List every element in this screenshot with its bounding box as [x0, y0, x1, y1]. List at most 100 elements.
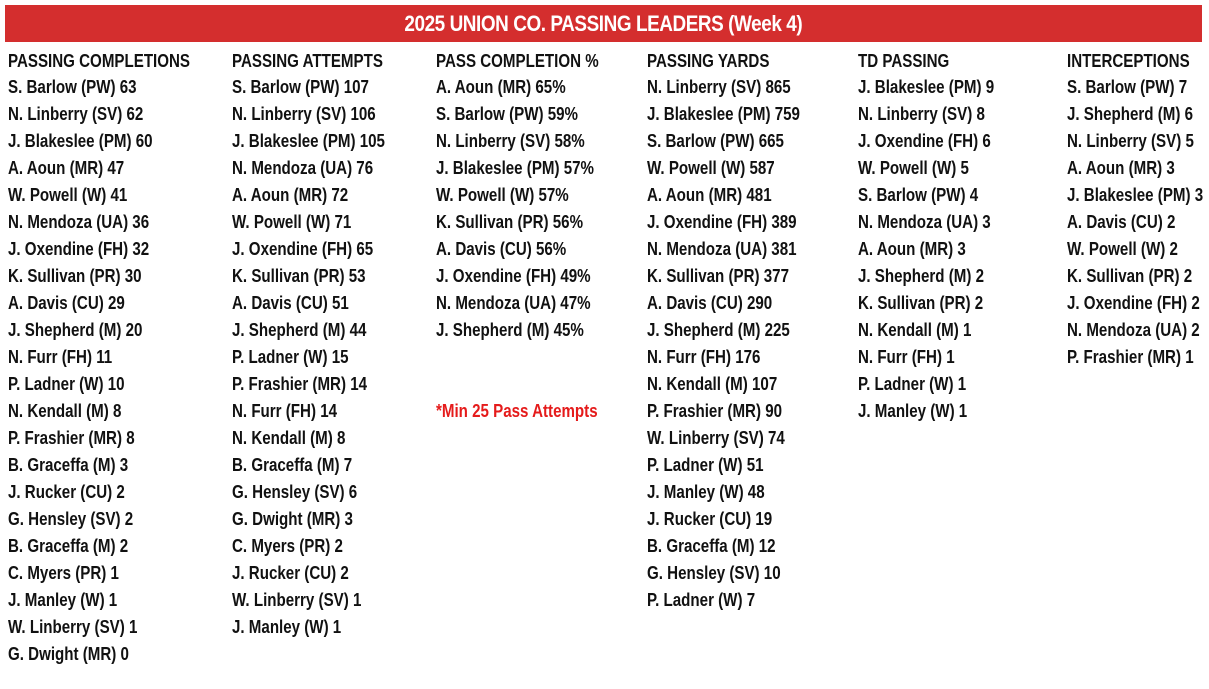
leader-entry: K. Sullivan (PR) 2: [1067, 266, 1193, 286]
leader-entry: W. Linberry (SV) 74: [647, 428, 785, 448]
leader-entry: J. Oxendine (FH) 65: [232, 239, 374, 259]
leader-entry: J. Shepherd (M) 44: [232, 320, 367, 340]
leader-entry: N. Furr (FH) 176: [647, 347, 761, 367]
leader-entry: A. Davis (CU) 51: [232, 293, 349, 313]
leader-entry: P. Ladner (W) 15: [232, 347, 349, 367]
column-interceptions: INTERCEPTIONS S. Barlow (PW) 7 J. Shepher…: [1067, 49, 1209, 371]
leader-entry: N. Mendoza (UA) 2: [1067, 320, 1200, 340]
leader-entry: J. Oxendine (FH) 49%: [436, 266, 591, 286]
leader-entry: J. Blakeslee (PM) 759: [647, 104, 800, 124]
leader-entry: S. Barlow (PW) 59%: [436, 104, 578, 124]
leader-entry: N. Mendoza (UA) 76: [232, 158, 374, 178]
leader-entry: N. Linberry (SV) 5: [1067, 131, 1194, 151]
leader-entry: J. Oxendine (FH) 6: [858, 131, 991, 151]
leader-entry: W. Powell (W) 57%: [436, 185, 569, 205]
title-banner: 2025 UNION CO. PASSING LEADERS (Week 4): [5, 5, 1202, 42]
leader-entry: N. Kendall (M) 8: [232, 428, 346, 448]
leader-entry: P. Ladner (W) 51: [647, 455, 764, 475]
entry-list: S. Barlow (PW) 7 J. Shepherd (M) 6 N. Linb…: [1067, 74, 1209, 371]
leader-entry: S. Barlow (PW) 7: [1067, 77, 1188, 97]
leader-entry: A. Davis (CU) 56%: [436, 239, 567, 259]
entry-list: S. Barlow (PW) 107 N. Linberry (SV) 106 J.…: [232, 74, 414, 641]
leader-entry: K. Sullivan (PR) 53: [232, 266, 366, 286]
leader-entry: P. Ladner (W) 1: [858, 374, 967, 394]
leader-entry: J. Blakeslee (PM) 9: [858, 77, 995, 97]
leader-entry: N. Mendoza (UA) 47%: [436, 293, 591, 313]
leader-entry: A. Davis (CU) 290: [647, 293, 773, 313]
column-passing-completions: PASSING COMPLETIONS S. Barlow (PW) 63 N. …: [8, 49, 225, 668]
leader-entry: J. Manley (W) 1: [858, 401, 968, 421]
leader-entry: J. Shepherd (M) 6: [1067, 104, 1194, 124]
leader-entry: P. Frashier (MR) 1: [1067, 347, 1194, 367]
leader-entry: P. Frashier (MR) 90: [647, 401, 783, 421]
leader-entry: J. Oxendine (FH) 2: [1067, 293, 1200, 313]
leader-entry: J. Manley (W) 1: [8, 590, 118, 610]
leader-entry: W. Powell (W) 587: [647, 158, 775, 178]
leader-entry: N. Mendoza (UA) 3: [858, 212, 991, 232]
leader-entry: W. Powell (W) 41: [8, 185, 128, 205]
leader-entry: J. Blakeslee (PM) 60: [8, 131, 153, 151]
leader-entry: N. Kendall (M) 8: [8, 401, 122, 421]
leader-entry: J. Oxendine (FH) 389: [647, 212, 797, 232]
leader-entry: J. Rucker (CU) 19: [647, 509, 773, 529]
leader-entry: J. Rucker (CU) 2: [232, 563, 349, 583]
entry-list: J. Blakeslee (PM) 9 N. Linberry (SV) 8 J. …: [858, 74, 1020, 425]
leader-entry: S. Barlow (PW) 4: [858, 185, 979, 205]
leader-entry: K. Sullivan (PR) 56%: [436, 212, 584, 232]
leader-entry: P. Ladner (W) 10: [8, 374, 125, 394]
leader-entry: A. Aoun (MR) 72: [232, 185, 349, 205]
leader-entry: W. Linberry (SV) 1: [8, 617, 138, 637]
leader-entry: S. Barlow (PW) 107: [232, 77, 369, 97]
leader-entry: J. Blakeslee (PM) 105: [232, 131, 385, 151]
column-header: PASS COMPLETION %: [436, 51, 599, 71]
leader-entry: J. Rucker (CU) 2: [8, 482, 125, 502]
column-header: INTERCEPTIONS: [1067, 51, 1190, 71]
leader-entry: B. Graceffa (M) 2: [8, 536, 129, 556]
leader-entry: J. Shepherd (M) 225: [647, 320, 790, 340]
leader-entry: N. Kendall (M) 107: [647, 374, 778, 394]
leader-entry: N. Furr (FH) 14: [232, 401, 338, 421]
leader-entry: J. Shepherd (M) 45%: [436, 320, 584, 340]
leader-entry: J. Manley (W) 48: [647, 482, 765, 502]
leader-entry: A. Aoun (MR) 47: [8, 158, 125, 178]
leader-entry: J. Blakeslee (PM) 3: [1067, 185, 1204, 205]
leader-entry: W. Linberry (SV) 1: [232, 590, 362, 610]
leader-entry: J. Shepherd (M) 20: [8, 320, 143, 340]
column-header: PASSING YARDS: [647, 51, 770, 71]
leader-entry: N. Kendall (M) 1: [858, 320, 972, 340]
leader-entry: N. Mendoza (UA) 381: [647, 239, 797, 259]
leader-entry: N. Mendoza (UA) 36: [8, 212, 150, 232]
leader-entry: N. Linberry (SV) 62: [8, 104, 144, 124]
leader-entry: S. Barlow (PW) 665: [647, 131, 784, 151]
leader-entry: S. Barlow (PW) 63: [8, 77, 137, 97]
leader-entry: A. Aoun (MR) 3: [858, 239, 966, 259]
page-title: 2025 UNION CO. PASSING LEADERS (Week 4): [404, 10, 803, 36]
leader-entry: W. Powell (W) 2: [1067, 239, 1178, 259]
leader-entry: A. Aoun (MR) 481: [647, 185, 772, 205]
leader-entry: C. Myers (PR) 1: [8, 563, 119, 583]
leader-entry: C. Myers (PR) 2: [232, 536, 343, 556]
leader-entry: N. Linberry (SV) 8: [858, 104, 985, 124]
leader-entry: N. Furr (FH) 1: [858, 347, 955, 367]
leader-entry: J. Shepherd (M) 2: [858, 266, 985, 286]
leader-entry: A. Aoun (MR) 3: [1067, 158, 1175, 178]
column-passing-attempts: PASSING ATTEMPTS S. Barlow (PW) 107 N. Li…: [232, 49, 414, 641]
leader-entry: N. Linberry (SV) 106: [232, 104, 376, 124]
leader-entry: W. Powell (W) 71: [232, 212, 352, 232]
leader-entry: J. Blakeslee (PM) 57%: [436, 158, 595, 178]
min-attempts-note: *Min 25 Pass Attempts: [436, 401, 598, 421]
leader-entry: B. Graceffa (M) 7: [232, 455, 353, 475]
leader-entry: A. Davis (CU) 2: [1067, 212, 1176, 232]
leader-entry: N. Furr (FH) 11: [8, 347, 113, 367]
leader-entry: G. Dwight (MR) 0: [8, 644, 129, 664]
leader-entry: B. Graceffa (M) 12: [647, 536, 776, 556]
leader-entry: B. Graceffa (M) 3: [8, 455, 129, 475]
leader-entry: P. Frashier (MR) 8: [8, 428, 135, 448]
entry-list: N. Linberry (SV) 865 J. Blakeslee (PM) 75…: [647, 74, 829, 614]
column-header: PASSING COMPLETIONS: [8, 51, 191, 71]
leader-entry: P. Ladner (W) 7: [647, 590, 756, 610]
column-header: TD PASSING: [858, 51, 950, 71]
leader-entry: W. Powell (W) 5: [858, 158, 969, 178]
leader-entry: G. Hensley (SV) 10: [647, 563, 781, 583]
leader-entry: A. Davis (CU) 29: [8, 293, 125, 313]
